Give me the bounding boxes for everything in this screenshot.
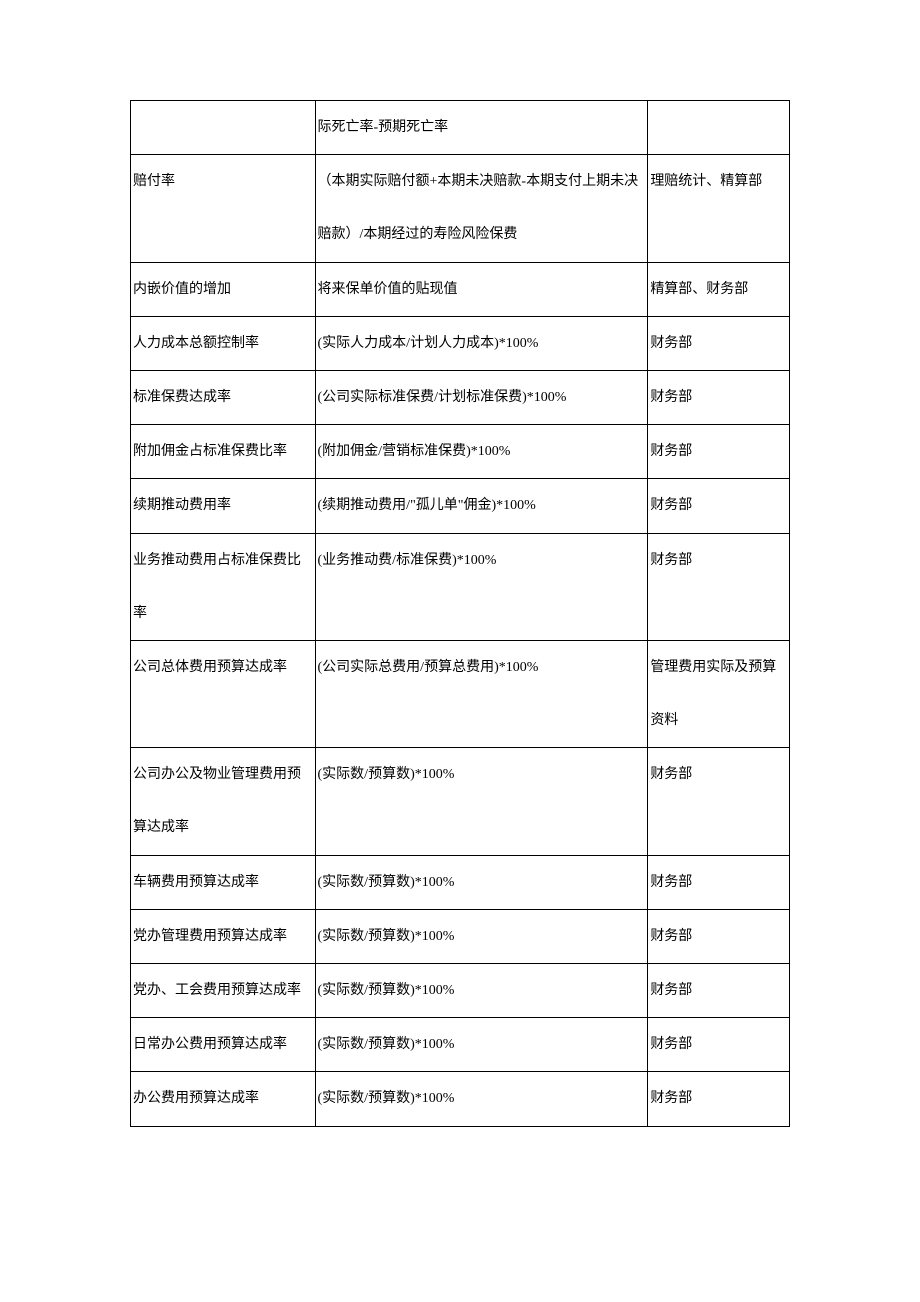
cell-source: 财务部 [648, 425, 790, 479]
cell-source: 财务部 [648, 964, 790, 1018]
cell-indicator: 车辆费用预算达成率 [131, 855, 316, 909]
table-row: 办公费用预算达成率 (实际数/预算数)*100% 财务部 [131, 1072, 790, 1126]
table-row: 党办管理费用预算达成率 (实际数/预算数)*100% 财务部 [131, 909, 790, 963]
table-row: 际死亡率-预期死亡率 [131, 101, 790, 155]
table-row: 赔付率 （本期实际赔付额+本期未决赔款-本期支付上期未决赔款）/本期经过的寿险风… [131, 155, 790, 262]
table-row: 人力成本总额控制率 (实际人力成本/计划人力成本)*100% 财务部 [131, 316, 790, 370]
cell-source: 理赔统计、精算部 [648, 155, 790, 262]
cell-formula: (公司实际总费用/预算总费用)*100% [315, 640, 648, 747]
cell-formula: (实际数/预算数)*100% [315, 1018, 648, 1072]
cell-indicator: 办公费用预算达成率 [131, 1072, 316, 1126]
cell-formula: 际死亡率-预期死亡率 [315, 101, 648, 155]
kpi-table: 际死亡率-预期死亡率 赔付率 （本期实际赔付额+本期未决赔款-本期支付上期未决赔… [130, 100, 790, 1127]
cell-source: 管理费用实际及预算资料 [648, 640, 790, 747]
cell-indicator [131, 101, 316, 155]
cell-formula: (续期推动费用/"孤儿单"佣金)*100% [315, 479, 648, 533]
cell-source: 财务部 [648, 370, 790, 424]
cell-source: 财务部 [648, 316, 790, 370]
cell-source: 财务部 [648, 1018, 790, 1072]
cell-source: 财务部 [648, 855, 790, 909]
cell-source: 财务部 [648, 909, 790, 963]
cell-indicator: 日常办公费用预算达成率 [131, 1018, 316, 1072]
table-row: 日常办公费用预算达成率 (实际数/预算数)*100% 财务部 [131, 1018, 790, 1072]
cell-indicator: 公司总体费用预算达成率 [131, 640, 316, 747]
cell-source: 财务部 [648, 479, 790, 533]
cell-formula: (实际数/预算数)*100% [315, 855, 648, 909]
cell-indicator: 赔付率 [131, 155, 316, 262]
cell-source: 精算部、财务部 [648, 262, 790, 316]
table-row: 标准保费达成率 (公司实际标准保费/计划标准保费)*100% 财务部 [131, 370, 790, 424]
cell-formula: (实际数/预算数)*100% [315, 964, 648, 1018]
table-row: 业务推动费用占标准保费比率 (业务推动费/标准保费)*100% 财务部 [131, 533, 790, 640]
table-row: 附加佣金占标准保费比率 (附加佣金/营销标准保费)*100% 财务部 [131, 425, 790, 479]
cell-indicator: 公司办公及物业管理费用预算达成率 [131, 748, 316, 855]
cell-formula: (实际数/预算数)*100% [315, 909, 648, 963]
cell-source: 财务部 [648, 533, 790, 640]
cell-indicator: 标准保费达成率 [131, 370, 316, 424]
cell-formula: (公司实际标准保费/计划标准保费)*100% [315, 370, 648, 424]
cell-indicator: 附加佣金占标准保费比率 [131, 425, 316, 479]
cell-indicator: 党办、工会费用预算达成率 [131, 964, 316, 1018]
table-row: 续期推动费用率 (续期推动费用/"孤儿单"佣金)*100% 财务部 [131, 479, 790, 533]
cell-source [648, 101, 790, 155]
table-row: 车辆费用预算达成率 (实际数/预算数)*100% 财务部 [131, 855, 790, 909]
cell-formula: (实际数/预算数)*100% [315, 748, 648, 855]
table-row: 公司总体费用预算达成率 (公司实际总费用/预算总费用)*100% 管理费用实际及… [131, 640, 790, 747]
cell-formula: (实际数/预算数)*100% [315, 1072, 648, 1126]
cell-source: 财务部 [648, 1072, 790, 1126]
cell-formula: (实际人力成本/计划人力成本)*100% [315, 316, 648, 370]
cell-indicator: 续期推动费用率 [131, 479, 316, 533]
cell-indicator: 党办管理费用预算达成率 [131, 909, 316, 963]
cell-indicator: 业务推动费用占标准保费比率 [131, 533, 316, 640]
table-row: 公司办公及物业管理费用预算达成率 (实际数/预算数)*100% 财务部 [131, 748, 790, 855]
cell-indicator: 人力成本总额控制率 [131, 316, 316, 370]
cell-formula: (业务推动费/标准保费)*100% [315, 533, 648, 640]
table-body: 际死亡率-预期死亡率 赔付率 （本期实际赔付额+本期未决赔款-本期支付上期未决赔… [131, 101, 790, 1127]
cell-formula: 将来保单价值的贴现值 [315, 262, 648, 316]
table-row: 党办、工会费用预算达成率 (实际数/预算数)*100% 财务部 [131, 964, 790, 1018]
table-row: 内嵌价值的增加 将来保单价值的贴现值 精算部、财务部 [131, 262, 790, 316]
cell-formula: （本期实际赔付额+本期未决赔款-本期支付上期未决赔款）/本期经过的寿险风险保费 [315, 155, 648, 262]
cell-indicator: 内嵌价值的增加 [131, 262, 316, 316]
cell-formula: (附加佣金/营销标准保费)*100% [315, 425, 648, 479]
cell-source: 财务部 [648, 748, 790, 855]
